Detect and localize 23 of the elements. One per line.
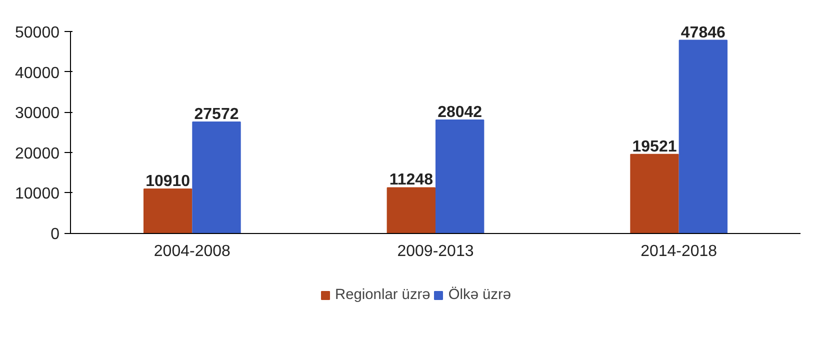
y-tick-label: 40000 xyxy=(15,64,60,82)
x-tick-label: 2014-2018 xyxy=(640,243,718,260)
x-tick-label: 2004-2008 xyxy=(154,243,231,260)
y-tick-label: 0 xyxy=(50,226,60,243)
data-label: 10910 xyxy=(146,173,190,190)
bar xyxy=(143,188,192,234)
bar xyxy=(678,40,728,234)
y-tick-label: 10000 xyxy=(15,186,60,203)
x-tick-label: 2009-2013 xyxy=(397,243,474,260)
bar xyxy=(192,121,241,234)
data-label: 11248 xyxy=(389,172,434,189)
data-label: 27572 xyxy=(194,106,239,123)
data-label: 47846 xyxy=(680,24,726,42)
legend-label: Ölkə üzrə xyxy=(448,287,512,303)
bar xyxy=(386,187,436,234)
bar xyxy=(435,120,484,234)
bar xyxy=(630,154,679,234)
data-label: 28042 xyxy=(438,104,482,122)
data-label: 19521 xyxy=(632,138,677,156)
y-tick-label: 50000 xyxy=(15,24,60,42)
y-tick-label: 20000 xyxy=(15,145,60,162)
legend-label: Regionlar üzrə xyxy=(335,287,430,303)
y-tick-label: 30000 xyxy=(15,105,60,122)
